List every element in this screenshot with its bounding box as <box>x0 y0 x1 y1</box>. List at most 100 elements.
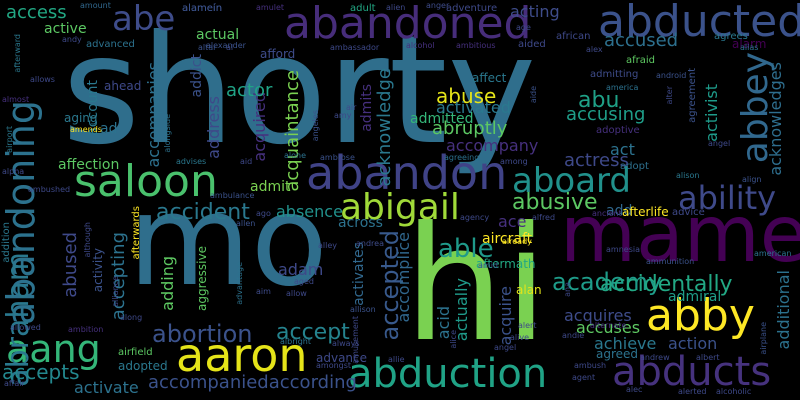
word-alice: alice <box>449 330 458 349</box>
word-admit: admit <box>250 179 291 195</box>
word-actress: actress <box>564 150 629 171</box>
word-admits: admits <box>359 84 375 132</box>
word-adult: adult <box>350 3 376 14</box>
word-hi: hi <box>404 193 549 377</box>
word-activated: activated <box>436 98 511 117</box>
word-among: among <box>500 157 528 166</box>
word-alley: alley <box>318 241 338 250</box>
word-abducted: abducted <box>598 0 800 47</box>
word-alison: alison <box>676 171 700 180</box>
word-air: air <box>346 103 357 112</box>
word-accused: accused <box>604 30 679 51</box>
word-ambulance: ambulance <box>210 191 255 200</box>
word-alec: alec <box>626 385 643 394</box>
word-mame: mame <box>560 190 800 280</box>
word-able: able <box>438 234 494 264</box>
word-ability: ability <box>678 179 777 217</box>
word-abuse: abuse <box>436 84 497 108</box>
word-allowed: allowed <box>10 323 41 332</box>
word-andrew: andrew <box>640 353 670 362</box>
word-although: although <box>83 222 92 258</box>
word-african: african <box>556 31 591 42</box>
word-afford: afford <box>260 47 296 61</box>
word-advance: advance <box>316 351 368 365</box>
word-angel: angel <box>708 139 731 148</box>
word-adventure: adventure <box>446 3 498 14</box>
word-accident: accident <box>156 200 250 225</box>
word-al: al <box>226 43 234 52</box>
word-aged: aged <box>294 277 314 286</box>
word-activate: activate <box>74 378 139 397</box>
word-activity: activity <box>91 248 105 293</box>
word-abigail: abigail <box>340 187 460 228</box>
word-alias: alias <box>740 43 759 52</box>
word-addition: addition <box>1 222 12 263</box>
word-amends: amends <box>70 125 102 134</box>
word-add: add <box>606 203 633 219</box>
word-alternate: alternate <box>590 321 627 330</box>
word-affair: affair <box>4 379 25 388</box>
word-abducts: abducts <box>612 349 772 395</box>
word-across: across <box>338 215 383 231</box>
word-alien: alien <box>386 3 406 12</box>
word-abby: abby <box>646 290 755 341</box>
word-airplane: airplane <box>759 322 768 355</box>
word-academy: academy <box>552 268 663 296</box>
word-anger: anger <box>426 1 450 10</box>
word-always: always <box>332 339 360 348</box>
word-adoptive: adoptive <box>596 125 640 136</box>
word-andy: andy <box>62 35 82 44</box>
word-amongst: amongst <box>316 361 352 370</box>
word-american: american <box>754 249 792 258</box>
word-actual: actual <box>196 27 240 43</box>
word-advises: advises <box>176 157 207 166</box>
word-abused: abused <box>60 232 81 298</box>
word-ahead: ahead <box>104 79 142 93</box>
word-agency: agency <box>460 213 490 222</box>
word-address: address <box>204 96 223 159</box>
word-accompany: accompany <box>446 136 539 155</box>
word-alongside: alongside <box>163 114 172 153</box>
word-acquaintance: acquaintance <box>282 70 303 192</box>
word-alexander: alexander <box>206 41 246 50</box>
word-america: america <box>606 83 639 92</box>
word-aided: aided <box>518 39 546 50</box>
word-albert: albert <box>696 353 720 362</box>
word-alamein: alamein <box>182 3 223 14</box>
word-acting: acting <box>510 2 560 21</box>
word-afterward: afterward <box>13 34 22 73</box>
word-amount: amount <box>80 1 111 10</box>
word-accompanies: accompanies <box>144 62 163 168</box>
word-admitting: admitting <box>590 69 639 80</box>
word-amid: amid <box>478 261 498 270</box>
word-amulet: amulet <box>256 3 285 12</box>
word-abandoned: abandoned <box>284 0 532 49</box>
word-alcoholic: alcoholic <box>716 387 752 396</box>
word-alter: alter <box>665 86 674 105</box>
word-alive: alive <box>510 333 530 342</box>
word-abandon: abandon <box>306 146 508 200</box>
word-allie: allie <box>388 355 405 364</box>
word-alerted: alerted <box>678 387 707 396</box>
word-aide: aide <box>529 86 538 104</box>
word-alone: alone <box>284 151 307 160</box>
word-albright: albright <box>280 337 311 346</box>
word-allow: allow <box>286 289 307 298</box>
word-adam: adam <box>278 260 324 279</box>
word-accusing: accusing <box>566 104 646 125</box>
word-allen: allen <box>236 219 256 228</box>
word-admiral: admiral <box>668 289 722 305</box>
word-saloon: saloon <box>74 156 218 207</box>
word-activates: activates <box>351 242 367 306</box>
word-ambition: ambition <box>68 325 104 334</box>
word-acquired: acquired <box>250 92 269 162</box>
word-agreeing: agreeing <box>444 153 480 162</box>
word-addict: addict <box>189 54 205 98</box>
word-action: action <box>668 334 718 353</box>
word-amusement: amusement <box>351 316 360 364</box>
word-aircraft: aircraft <box>482 231 533 247</box>
word-aggressive: aggressive <box>195 246 209 311</box>
word-abu: abu <box>578 88 620 113</box>
word-aim: aim <box>256 287 271 296</box>
word-aboard: aboard <box>512 161 632 201</box>
